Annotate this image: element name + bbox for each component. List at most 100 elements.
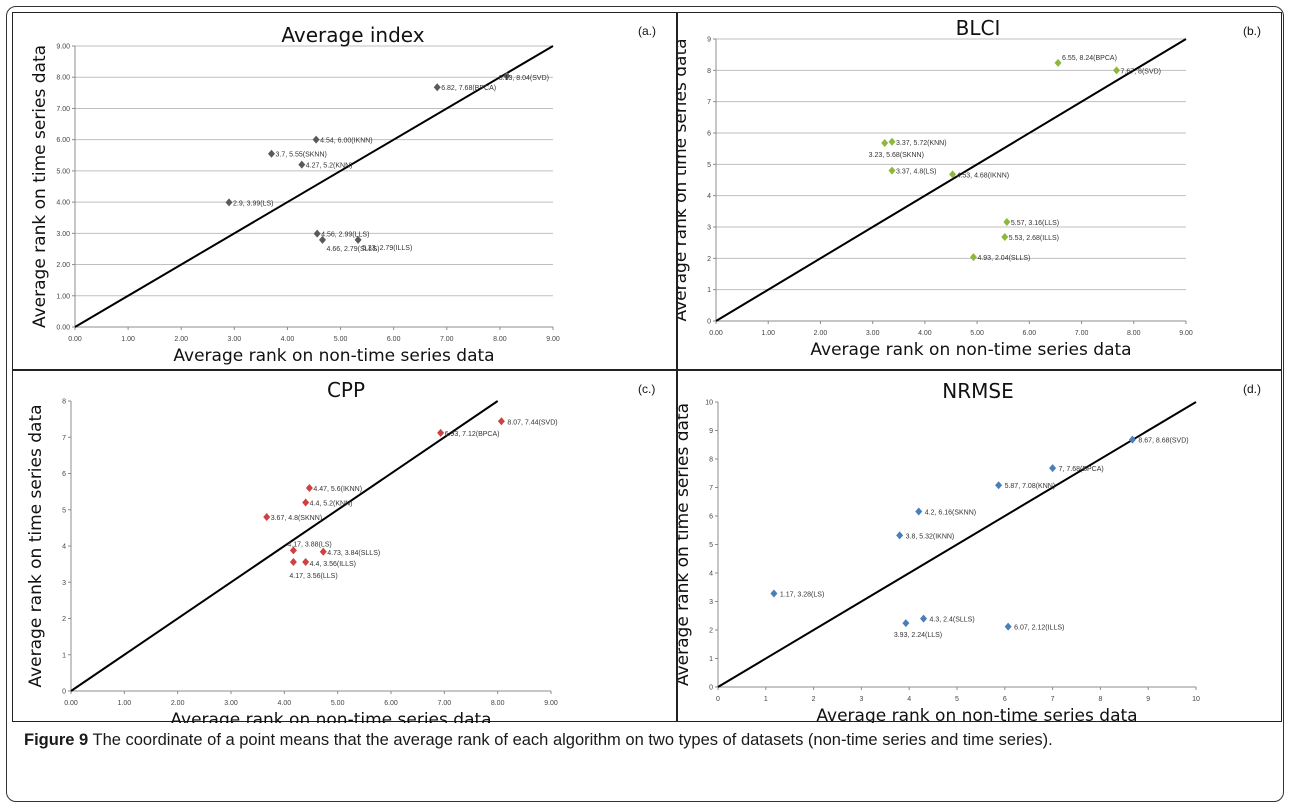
x-tick-label: 10 [1192, 696, 1200, 703]
x-tick-label: 5.00 [970, 330, 984, 337]
x-tick-label: 3.00 [866, 330, 880, 337]
y-tick-label: 8 [62, 399, 66, 406]
x-tick-label: 2.00 [174, 336, 188, 343]
chart-average-index: 0.00 1.00 2.00 3.00 4.00 5.00 6.00 7.00 8.00 9.00… [30, 23, 656, 366]
data-label: 4.4, 3.56(ILLS) [310, 561, 356, 568]
x-axis-label: Average rank on non-time series data [173, 346, 494, 366]
y-tick-label: 9 [707, 37, 711, 44]
data-point [289, 546, 297, 555]
x-tick-label: 2.00 [171, 700, 185, 707]
figure-caption: Figure 9 The coordinate of a point means… [24, 729, 1274, 751]
x-tick-label: 0.00 [68, 336, 82, 343]
data-label: 4.73, 3.84(SLLS) [327, 550, 380, 557]
y-tick-label: 1 [709, 656, 713, 663]
panel-tag: (d.) [1243, 382, 1261, 396]
data-label: 5.87, 7.08(KNN) [1005, 483, 1056, 490]
x-tick-label: 8.00 [1127, 330, 1141, 337]
y-tick-label: 4 [707, 193, 711, 200]
data-point [1049, 464, 1057, 473]
chart-title: Average index [281, 23, 424, 47]
data-point [225, 198, 233, 207]
x-tick-label: 6.00 [1023, 330, 1037, 337]
y-tick-label: 1 [707, 287, 711, 294]
data-point [969, 253, 977, 262]
x-tick-label: 0.00 [64, 700, 78, 707]
x-tick-label: 7.00 [1075, 330, 1089, 337]
x-tick-label: 9.00 [546, 336, 560, 343]
y-tick-label: 8 [707, 68, 711, 75]
x-tick-label: 1.00 [118, 700, 132, 707]
data-label: 3.37, 5.72(KNN) [896, 140, 947, 147]
y-tick-label: 5 [62, 507, 66, 514]
panel-tag: (c.) [638, 382, 655, 396]
chart-cpp: 0.00 1.00 2.00 3.00 4.00 5.00 6.00 7.00 8.00 9.00… [26, 378, 655, 723]
y-tick-label: 5 [707, 162, 711, 169]
chart-panel-nrmse: 0 1 2 3 4 5 6 7 8 9 10 0 1 2 3 4 5 6 7 8 9 10 8.67, 8.68(SVD) 7… [677, 370, 1282, 723]
data-point [915, 507, 923, 516]
data-point [995, 481, 1003, 490]
data-label: 3.7, 5.55(SKNN) [276, 152, 327, 159]
y-tick-label: 3 [62, 580, 66, 587]
data-point [888, 166, 896, 175]
data-label: 4.53, 4.68(IKNN) [957, 172, 1010, 179]
x-axis-label: Average rank on non-time series data [170, 710, 491, 723]
x-tick-label: 7.00 [440, 336, 454, 343]
data-point [437, 428, 445, 437]
y-tick-label: 1.00 [56, 293, 70, 300]
y-tick-label: 4 [62, 544, 66, 551]
reference-line [715, 38, 1187, 322]
data-point [302, 498, 310, 507]
data-point [319, 547, 327, 556]
data-label: 6.82, 7.68(BPCA) [441, 85, 496, 92]
y-tick-label: 0 [707, 319, 711, 326]
y-tick-label: 5 [709, 542, 713, 549]
y-tick-label: 6 [707, 131, 711, 138]
caption-label: Figure 9 [24, 731, 89, 749]
data-point [1128, 435, 1136, 444]
x-tick-label: 0.00 [709, 330, 723, 337]
y-tick-label: 2 [707, 256, 711, 263]
data-point [497, 417, 505, 426]
data-point [1003, 217, 1011, 226]
data-point [354, 235, 362, 244]
y-tick-label: 0 [62, 689, 66, 696]
data-label: 3.37, 4.8(LS) [896, 169, 936, 176]
x-tick-label: 4.00 [918, 330, 932, 337]
data-point [902, 619, 910, 628]
data-label: 3.8, 5.32(IKNN) [906, 533, 955, 540]
y-tick-label: 3 [709, 599, 713, 606]
y-axis-label: Average rank on time series data [678, 403, 693, 686]
data-label: 5.57, 3.16(LLS) [1011, 220, 1059, 227]
x-tick-label: 6.00 [387, 336, 401, 343]
data-point [289, 557, 297, 566]
data-point [888, 137, 896, 146]
data-label: 7, 7.68(BPCA) [1059, 466, 1104, 473]
data-label: 3.93, 2.24(LLS) [894, 632, 942, 639]
y-tick-label: 9 [709, 428, 713, 435]
reference-line [717, 401, 1197, 688]
x-tick-label: 5.00 [331, 700, 345, 707]
data-label: 4.54, 6.00(IKNN) [320, 138, 373, 145]
data-point [503, 71, 511, 80]
y-tick-label: 6.00 [56, 137, 70, 144]
y-tick-label: 5.00 [56, 168, 70, 175]
x-tick-label: 1 [764, 696, 768, 703]
y-tick-label: 6 [62, 471, 66, 478]
y-tick-label: 9.00 [56, 44, 70, 51]
chart-panel-average-index: 0.00 1.00 2.00 3.00 4.00 5.00 6.00 7.00 8.00 9.00… [12, 12, 677, 370]
y-tick-label: 7 [707, 99, 711, 106]
data-label: 4.66, 2.79(SLLS) [326, 246, 379, 253]
y-tick-label: 7.00 [56, 106, 70, 113]
x-tick-label: 2 [812, 696, 816, 703]
x-tick-label: 8.00 [491, 700, 505, 707]
panel-tag: (a.) [638, 24, 656, 38]
data-label: 6.55, 8.24(BPCA) [1062, 55, 1117, 62]
caption-text: The coordinate of a point means that the… [92, 731, 1053, 749]
data-label: 4.93, 2.04(SLLS) [977, 255, 1030, 262]
y-tick-label: 2.00 [56, 262, 70, 269]
data-label: 4.47, 5.6(IKNN) [313, 486, 362, 493]
x-tick-label: 7.00 [438, 700, 452, 707]
x-tick-label: 9.00 [544, 700, 558, 707]
data-point [263, 513, 271, 521]
data-label: 4.27, 5.2(KNN) [306, 163, 353, 170]
